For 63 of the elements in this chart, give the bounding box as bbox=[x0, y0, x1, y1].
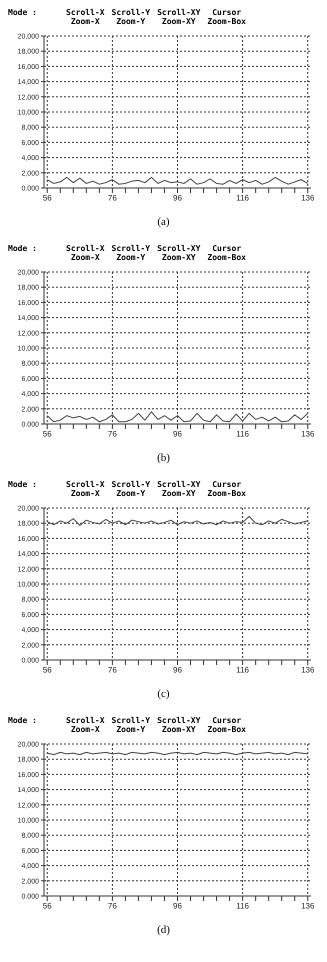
x-tick-label: 116 bbox=[236, 430, 250, 439]
text: Scroll-X bbox=[66, 8, 105, 17]
text: Scroll-X bbox=[66, 716, 105, 725]
text: (a) bbox=[156, 216, 171, 228]
text: Zoom-X bbox=[70, 489, 101, 498]
text: Cursor bbox=[211, 244, 242, 253]
x-tick-label: 56 bbox=[42, 666, 52, 675]
x-tick-label: 56 bbox=[42, 902, 52, 911]
text: Scroll-Y bbox=[112, 716, 150, 725]
text: Mode : bbox=[8, 716, 38, 725]
text: (c) bbox=[156, 688, 171, 700]
text: Mode : bbox=[8, 480, 38, 489]
text: Zoom-XY bbox=[160, 489, 197, 498]
x-tick-label: 116 bbox=[236, 666, 250, 675]
x-tick-label: 76 bbox=[108, 666, 118, 675]
line-series bbox=[46, 176, 308, 185]
text: Mode : bbox=[8, 244, 38, 253]
text: Zoom-X bbox=[70, 253, 101, 262]
line-series bbox=[46, 411, 308, 422]
x-tick-label: 76 bbox=[108, 902, 118, 911]
x-tick-label: 116 bbox=[236, 902, 250, 911]
x-tick-label: 96 bbox=[173, 666, 182, 675]
text: Scroll-Y bbox=[112, 8, 150, 17]
text: Scroll-X bbox=[66, 480, 105, 489]
text: (d) bbox=[156, 924, 171, 936]
x-tick-label: 136 bbox=[301, 666, 315, 675]
text: Mode : bbox=[8, 8, 38, 17]
text: Zoom-XY bbox=[160, 253, 197, 262]
text: Scroll-XY bbox=[157, 8, 200, 17]
text: Zoom-X bbox=[70, 725, 101, 734]
line-series bbox=[46, 516, 308, 526]
text: Scroll-XY bbox=[157, 716, 200, 725]
text: Cursor bbox=[211, 716, 242, 725]
x-tick-label: 116 bbox=[236, 194, 250, 203]
text: Scroll-XY bbox=[157, 480, 200, 489]
x-tick-label: 136 bbox=[301, 194, 315, 203]
x-tick-label: 76 bbox=[108, 430, 118, 439]
text: Scroll-XY bbox=[157, 244, 200, 253]
text: (b) bbox=[156, 452, 171, 464]
text: Zoom-Box bbox=[207, 489, 246, 498]
text: Zoom-Box bbox=[207, 725, 246, 734]
text: Zoom-XY bbox=[160, 725, 197, 734]
text: Scroll-Y bbox=[112, 244, 150, 253]
text: Scroll-Y bbox=[112, 480, 150, 489]
text: Zoom-X bbox=[70, 17, 101, 26]
text: Cursor bbox=[211, 480, 242, 489]
text: Zoom-Box bbox=[207, 17, 246, 26]
x-tick-label: 56 bbox=[42, 430, 52, 439]
text: Zoom-Y bbox=[115, 725, 146, 734]
x-tick-label: 56 bbox=[42, 194, 52, 203]
text: Scroll-X bbox=[66, 244, 105, 253]
text: Cursor bbox=[211, 8, 242, 17]
x-tick-label: 96 bbox=[173, 902, 182, 911]
x-tick-label: 96 bbox=[173, 194, 182, 203]
text: Zoom-Box bbox=[207, 253, 246, 262]
text: Zoom-Y bbox=[115, 489, 146, 498]
text: Zoom-Y bbox=[115, 253, 146, 262]
text: Zoom-Y bbox=[115, 17, 146, 26]
x-tick-label: 136 bbox=[301, 902, 315, 911]
x-tick-label: 96 bbox=[173, 430, 182, 439]
text: Zoom-XY bbox=[160, 17, 197, 26]
x-tick-label: 76 bbox=[108, 194, 118, 203]
x-tick-label: 136 bbox=[301, 430, 315, 439]
